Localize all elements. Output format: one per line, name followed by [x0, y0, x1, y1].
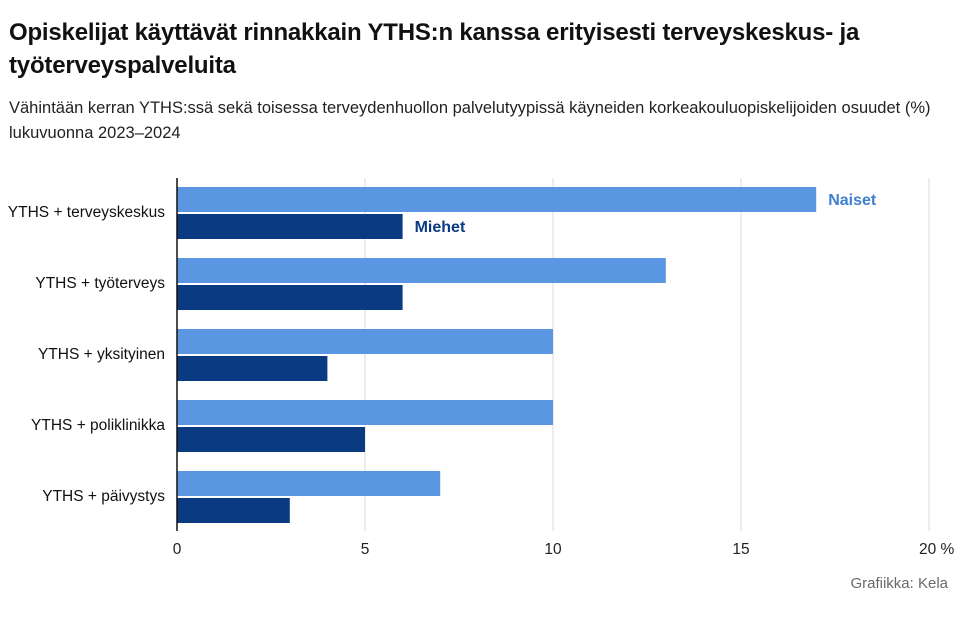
bar-naiset	[177, 258, 666, 283]
category-label: YTHS + terveyskeskus	[8, 204, 165, 221]
x-tick-label: 20 %	[919, 541, 955, 558]
bar-miehet	[177, 356, 328, 381]
bar-miehet	[177, 214, 403, 239]
category-labels: YTHS + terveyskeskus YTHS + työterveys YTH…	[8, 204, 166, 505]
bar-naiset	[177, 187, 817, 212]
category-label: YTHS + päivystys	[42, 488, 165, 505]
bar-miehet	[177, 427, 365, 452]
x-tick-label: 15	[732, 541, 749, 558]
x-tick-labels: 0 5 10 15 20 %	[173, 541, 955, 558]
series-label-miehet: Miehet	[415, 219, 466, 236]
bar-naiset	[177, 471, 441, 496]
bars	[177, 187, 817, 523]
bar-miehet	[177, 498, 290, 523]
x-tick-label: 5	[361, 541, 370, 558]
x-tick-label: 10	[544, 541, 562, 558]
chart-title: Opiskelijat käyttävät rinnakkain YTHS:n …	[9, 19, 860, 79]
bar-naiset	[177, 400, 553, 425]
series-label-naiset: Naiset	[828, 192, 877, 209]
source-credit: Grafiikka: Kela	[850, 575, 948, 592]
category-label: YTHS + poliklinikka	[31, 417, 165, 434]
x-tick-label: 0	[173, 541, 182, 558]
bar-naiset	[177, 329, 553, 354]
series-labels: Naiset Miehet	[415, 192, 877, 236]
category-label: YTHS + yksityinen	[38, 346, 165, 363]
chart-subtitle: Vähintään kerran YTHS:ssä sekä toisessa …	[9, 99, 931, 142]
category-label: YTHS + työterveys	[35, 275, 165, 292]
bar-miehet	[177, 285, 403, 310]
